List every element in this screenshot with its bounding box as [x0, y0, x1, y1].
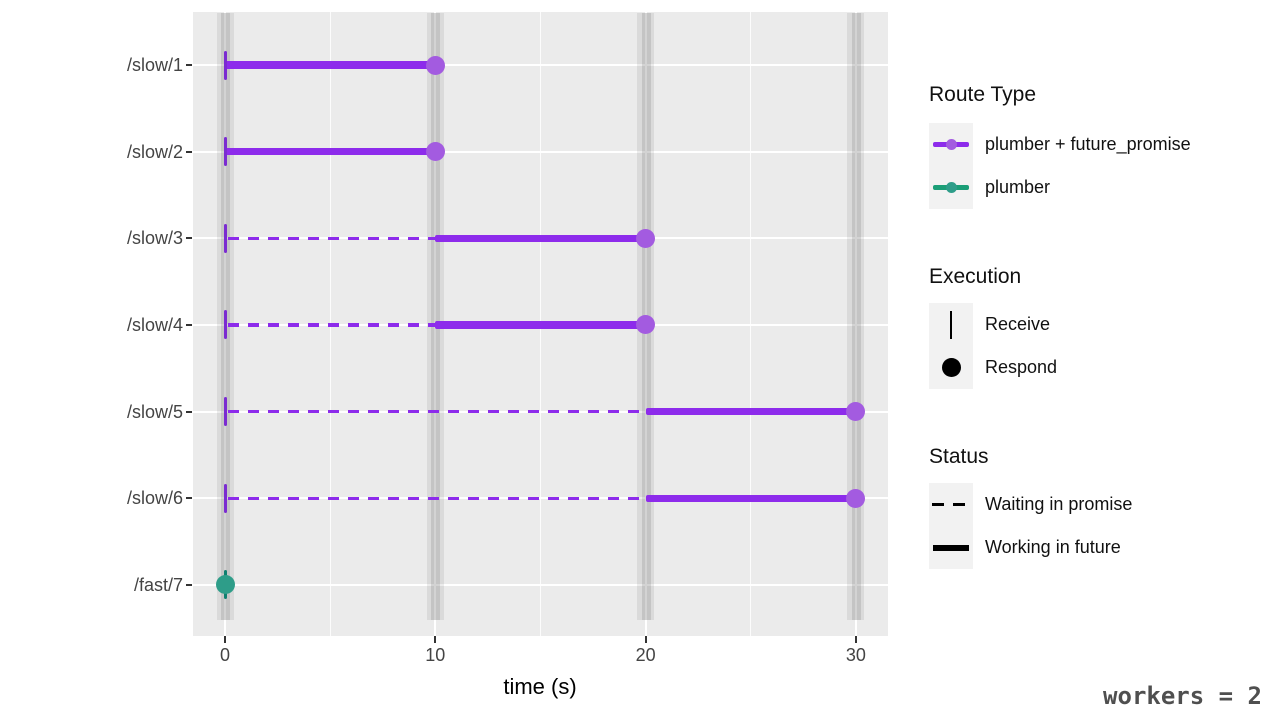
legend-label: Working in future — [985, 537, 1121, 557]
worker-band — [426, 13, 444, 620]
major-gridline-h — [193, 583, 888, 586]
receive-tick — [223, 483, 227, 513]
working-in-future-segment — [225, 61, 436, 69]
receive-tick — [223, 50, 227, 80]
legend-label: plumber + future_promise — [985, 134, 1191, 154]
receive-tick-icon — [949, 310, 953, 339]
waiting-in-promise-segment — [228, 409, 646, 414]
receive-tick — [223, 137, 227, 167]
major-gridline-h — [193, 64, 888, 66]
respond-dot — [215, 575, 235, 595]
y-axis-tick — [186, 64, 192, 66]
waiting-in-promise-segment — [228, 236, 436, 241]
y-axis-tick — [186, 323, 192, 326]
legend-label: Respond — [985, 357, 1058, 377]
legend-key-plumber-future-promise — [929, 123, 973, 166]
respond-dot — [636, 315, 656, 335]
waiting-in-promise-segment — [228, 323, 436, 327]
x-axis-label: 20 — [635, 645, 656, 665]
respond-dot — [846, 402, 866, 422]
legend-title-status: Status — [929, 445, 989, 468]
working-in-future-segment — [645, 494, 856, 502]
receive-tick — [223, 310, 227, 340]
x-axis-title: time (s) — [503, 674, 577, 699]
respond-dot — [425, 55, 445, 75]
legend-key-receive — [929, 303, 973, 346]
y-axis-tick — [186, 150, 192, 153]
y-axis-tick — [186, 583, 192, 586]
respond-dot — [636, 228, 656, 248]
y-axis-label: /slow/5 — [126, 401, 183, 422]
point-glyph-icon — [945, 182, 957, 193]
legend-key-working — [929, 526, 973, 569]
point-glyph-icon — [945, 139, 957, 150]
y-axis-label: /slow/4 — [126, 314, 183, 335]
worker-band — [847, 13, 865, 620]
x-axis-label: 30 — [845, 645, 866, 665]
legend-label: Receive — [985, 314, 1051, 334]
y-axis-label: /slow/6 — [126, 488, 183, 509]
dash-glyph-icon — [932, 502, 944, 507]
waiting-in-promise-segment — [228, 496, 646, 500]
receive-tick — [223, 223, 227, 253]
y-axis-tick — [186, 497, 192, 500]
x-axis-label: 10 — [425, 645, 446, 665]
y-axis-label: /fast/7 — [133, 574, 183, 595]
worker-band-core — [431, 13, 441, 620]
legend-label: plumber — [985, 177, 1051, 197]
legend-key-respond — [929, 346, 973, 389]
y-axis-label: /slow/1 — [126, 55, 183, 75]
legend-key-waiting — [929, 483, 973, 526]
legend-title-execution: Execution — [929, 265, 1022, 288]
x-axis-tick — [434, 636, 437, 643]
legend-key-plumber — [929, 166, 973, 209]
y-axis-label: /slow/2 — [126, 141, 183, 162]
workers-annotation: workers = 2 — [1103, 682, 1262, 710]
x-axis-tick — [644, 636, 647, 643]
working-in-future-segment — [435, 321, 646, 329]
respond-dot — [846, 488, 866, 508]
respond-dot — [425, 142, 445, 162]
y-axis-label: /slow/3 — [126, 228, 183, 249]
legend-label: Waiting in promise — [985, 494, 1133, 514]
working-in-future-segment — [645, 407, 856, 416]
dash-glyph-icon — [953, 502, 965, 507]
receive-tick — [223, 397, 227, 427]
worker-band-core — [851, 13, 861, 620]
x-axis-tick — [854, 636, 857, 643]
y-axis-tick — [186, 410, 192, 413]
x-axis-tick — [224, 636, 226, 643]
working-in-future-segment — [225, 147, 436, 156]
plot-panel — [193, 12, 888, 636]
solid-line-glyph-icon — [933, 544, 969, 551]
major-gridline-h — [193, 150, 888, 153]
x-axis-label: 0 — [219, 645, 230, 665]
y-axis-tick — [186, 237, 192, 240]
legend-title-route-type: Route Type — [929, 83, 1037, 106]
working-in-future-segment — [435, 234, 646, 243]
respond-dot-icon — [941, 358, 961, 377]
